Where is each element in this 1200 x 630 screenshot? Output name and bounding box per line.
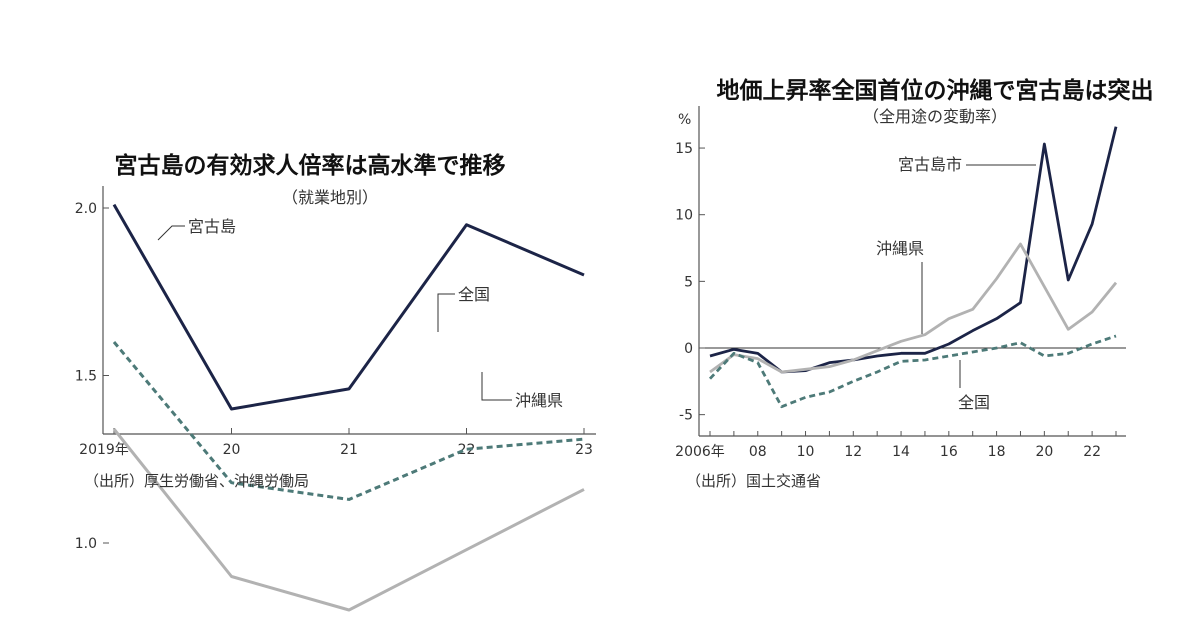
y-tick-label: 10 (675, 208, 693, 224)
x-tick-label: 10 (797, 444, 815, 460)
y-tick-label: 5 (684, 274, 693, 290)
x-tick-label: 2019年 (79, 442, 129, 458)
label-leader-miyakojima (157, 225, 185, 241)
series-label-miyakojima-city: 宮古島市 (898, 155, 962, 174)
y-tick-label: 2.0 (75, 201, 97, 217)
x-tick-label: 16 (940, 444, 958, 460)
series-label-zenkoku: 全国 (458, 285, 490, 304)
left-chart-subtitle: （就業地別） (281, 188, 378, 207)
y-tick-label: 15 (675, 141, 693, 157)
x-tick-label: 12 (844, 444, 862, 460)
series-0-line (112, 203, 585, 411)
right-chart-panel: 地価上昇率全国首位の沖縄で宮古島は突出 （全用途の変動率） % 15 10 5 0 -5 2… (620, 0, 1200, 630)
y-tick-label: -5 (679, 408, 693, 424)
x-tick-label: 14 (892, 444, 910, 460)
x-tick-label: 22 (1083, 444, 1101, 460)
label-leader-zenkoku (437, 293, 455, 332)
left-chart-title: 宮古島の有効求人倍率は高水準で推移 (114, 153, 506, 179)
series-2-line (708, 334, 1117, 409)
series-label-zenkoku: 全国 (958, 393, 990, 412)
y-unit-label: % (678, 112, 691, 128)
right-chart-source: （出所）国土交通省 (686, 472, 822, 490)
label-leader-okinawa (481, 372, 512, 401)
left-chart-source: （出所）厚生労働省、沖縄労働局 (84, 472, 310, 490)
y-tick-label: 1.0 (75, 536, 97, 552)
y-tick-label: 0 (684, 341, 693, 357)
series-label-okinawa: 沖縄県 (876, 239, 924, 258)
x-tick-label: 2006年 (675, 444, 725, 460)
right-chart-title: 地価上昇率全国首位の沖縄で宮古島は突出 (716, 78, 1154, 104)
x-tick-label: 21 (340, 442, 358, 458)
x-tick-label: 23 (575, 442, 593, 458)
x-tick-label: 20 (223, 442, 241, 458)
x-tick-label: 20 (1035, 444, 1053, 460)
series-1-line (709, 242, 1118, 374)
x-tick-label: 08 (749, 444, 767, 460)
y-tick-label: 1.5 (75, 369, 97, 385)
series-label-okinawa: 沖縄県 (515, 391, 563, 410)
left-chart-panel: 宮古島の有効求人倍率は高水準で推移 （就業地別） 2.0 1.5 1.0 2019年 2… (75, 153, 596, 612)
x-tick-label: 18 (988, 444, 1006, 460)
series-label-miyakojima: 宮古島 (188, 217, 236, 236)
right-chart-subtitle: （全用途の変動率） (862, 107, 1007, 126)
x-tick-label: 22 (458, 442, 476, 458)
